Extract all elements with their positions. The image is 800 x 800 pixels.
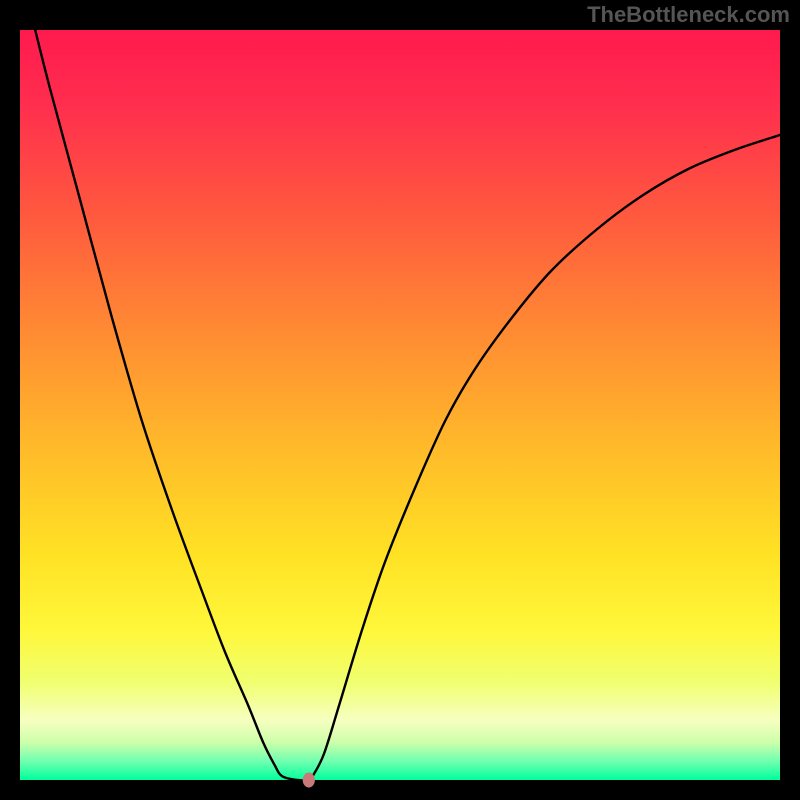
watermark-text: TheBottleneck.com	[587, 2, 790, 28]
chart-background	[20, 30, 780, 780]
bottleneck-chart: TheBottleneck.com	[0, 0, 800, 800]
chart-svg	[0, 0, 800, 800]
optimal-point-marker	[303, 773, 314, 787]
